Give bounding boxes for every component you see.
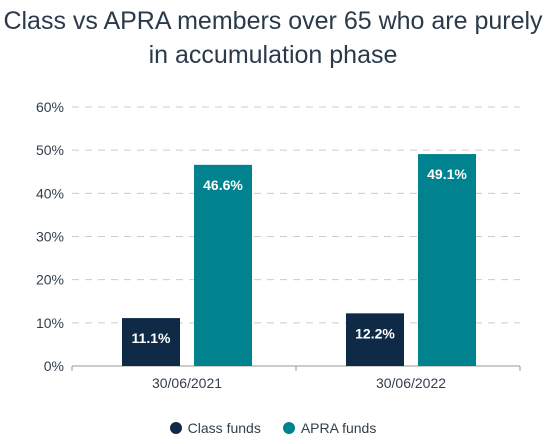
bar-apra-1 [418,154,476,366]
x-tick-label: 30/06/2022 [376,375,446,391]
bar-class-0 [122,318,180,366]
legend: Class funds APRA funds [0,420,546,436]
chart-title-line-1: Class vs APRA members over 65 who are pu… [3,7,543,35]
y-tick-label: 0% [44,358,64,374]
y-tick-label: 40% [36,185,64,201]
bar-apra-0 [194,164,252,366]
data-label: 46.6% [203,177,243,193]
bar-class-1 [346,313,404,366]
y-tick-label: 20% [36,272,64,288]
chart-title: Class vs APRA members over 65 who are pu… [0,4,546,72]
chart-title-line-2: in accumulation phase [148,41,398,69]
legend-swatch-apra-funds [282,422,295,434]
y-tick-label: 50% [36,142,64,158]
legend-item-class-funds: Class funds [169,420,261,436]
y-tick-label: 10% [36,315,64,331]
y-tick-label: 30% [36,229,64,245]
y-tick-label: 60% [36,99,64,115]
data-label: 11.1% [132,330,171,346]
legend-label-apra-funds: APRA funds [300,420,377,436]
data-label: 12.2% [355,325,395,341]
legend-item-apra-funds: APRA funds [282,420,377,436]
legend-label-class-funds: Class funds [187,420,261,436]
x-tick-label: 30/06/2021 [152,375,222,391]
legend-swatch-class-funds [169,422,182,434]
data-label: 49.1% [427,166,467,182]
